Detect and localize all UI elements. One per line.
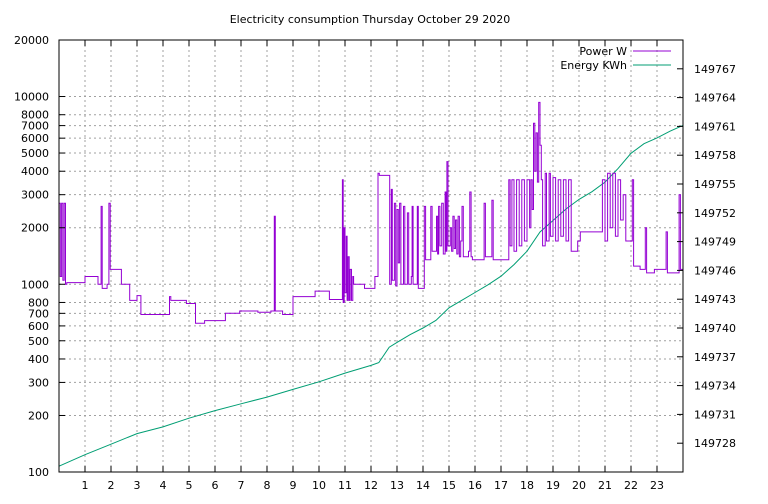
y-left-tick-label: 500 <box>28 335 49 348</box>
power-series-layer <box>59 101 683 324</box>
y-right-tick-label: 149764 <box>694 92 736 105</box>
x-tick-label: 10 <box>312 479 326 492</box>
chart-title: Electricity consumption Thursday October… <box>230 13 511 26</box>
x-tick-label: 11 <box>338 479 352 492</box>
x-tick-label: 12 <box>364 479 378 492</box>
y-right-tick-label: 149731 <box>694 408 736 421</box>
x-tick-label: 9 <box>290 479 297 492</box>
y-right-tick-label: 149734 <box>694 380 736 393</box>
x-tick-label: 20 <box>572 479 586 492</box>
x-tick-label: 3 <box>134 479 141 492</box>
y-right-tick-label: 149767 <box>694 63 736 76</box>
y-left-tick-label: 3000 <box>21 189 49 202</box>
y-left-tick-label: 800 <box>28 296 49 309</box>
grid-layer <box>59 40 683 472</box>
y-left-tick-label: 300 <box>28 376 49 389</box>
y-left-tick-label: 600 <box>28 320 49 333</box>
y-left-tick-label: 200 <box>28 409 49 422</box>
y-right-tick-label: 149749 <box>694 236 736 249</box>
y-right-tick-label: 149740 <box>694 322 736 335</box>
y-left-tick-label: 6000 <box>21 132 49 145</box>
x-tick-label: 4 <box>160 479 167 492</box>
y-right-tick-label: 149755 <box>694 178 736 191</box>
axis-layer: 1 2 3 4 5 6 7 8 9 10 11 12 13 14 15 16 17 18 19 20 21 22 23100… <box>14 34 736 492</box>
y-left-tick-label: 4000 <box>21 165 49 178</box>
x-tick-label: 23 <box>650 479 664 492</box>
x-tick-label: 2 <box>108 479 115 492</box>
y-right-tick-label: 149761 <box>694 120 736 133</box>
x-tick-label: 7 <box>238 479 245 492</box>
x-tick-label: 22 <box>624 479 638 492</box>
x-tick-label: 1 <box>82 479 89 492</box>
y-left-tick-label: 5000 <box>21 147 49 160</box>
y-left-tick-label: 7000 <box>21 120 49 133</box>
x-tick-label: 5 <box>186 479 193 492</box>
x-tick-label: 21 <box>598 479 612 492</box>
y-left-tick-label: 400 <box>28 353 49 366</box>
y-right-tick-label: 149728 <box>694 437 736 450</box>
y-right-tick-label: 149737 <box>694 351 736 364</box>
y-left-tick-label: 8000 <box>21 109 49 122</box>
y-right-tick-label: 149743 <box>694 293 736 306</box>
y-left-tick-label: 100 <box>28 466 49 479</box>
x-tick-label: 14 <box>416 479 430 492</box>
legend-label-power: Power W <box>579 45 627 58</box>
legend: Power W Energy KWh <box>560 45 671 72</box>
y-left-tick-label: 2000 <box>21 222 49 235</box>
y-left-tick-label: 20000 <box>14 34 49 47</box>
power-series-line <box>59 101 683 324</box>
y-right-tick-label: 149746 <box>694 264 736 277</box>
y-left-tick-label: 700 <box>28 307 49 320</box>
x-tick-label: 18 <box>520 479 534 492</box>
x-tick-label: 13 <box>390 479 404 492</box>
x-tick-label: 8 <box>264 479 271 492</box>
x-tick-label: 17 <box>494 479 508 492</box>
x-tick-label: 6 <box>212 479 219 492</box>
y-left-tick-label: 1000 <box>21 278 49 291</box>
y-right-tick-label: 149752 <box>694 207 736 220</box>
legend-label-energy: Energy KWh <box>560 59 627 72</box>
x-tick-label: 19 <box>546 479 560 492</box>
y-left-tick-label: 10000 <box>14 91 49 104</box>
y-right-tick-label: 149758 <box>694 149 736 162</box>
x-tick-label: 15 <box>442 479 456 492</box>
x-tick-label: 16 <box>468 479 482 492</box>
